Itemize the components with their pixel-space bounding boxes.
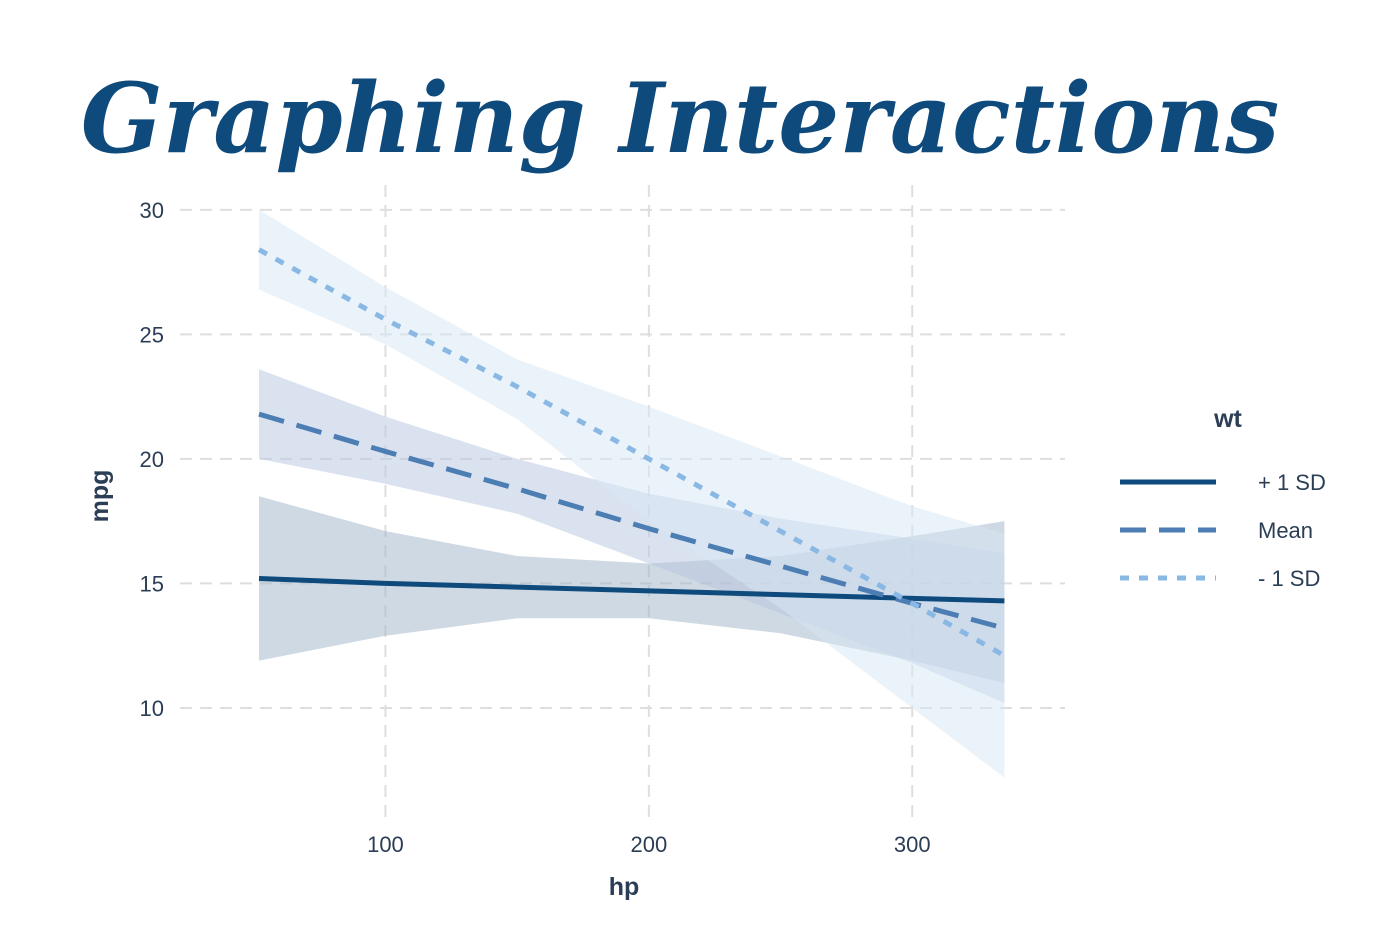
y-tick-label: 10 <box>140 696 164 721</box>
legend-items: + 1 SD Mean - 1 SD <box>1120 470 1326 591</box>
legend-label: Mean <box>1258 518 1313 543</box>
y-tick-label: 15 <box>140 571 164 596</box>
series-line-2 <box>257 247 1006 658</box>
x-tick-label: 200 <box>630 832 667 857</box>
chart-title: Graphing Interactions <box>81 62 1280 175</box>
series-line-0 <box>258 575 1005 604</box>
y-tick-label: 30 <box>140 198 164 223</box>
legend-label: - 1 SD <box>1258 566 1320 591</box>
x-axis-title: hp <box>609 873 640 901</box>
legend-title: wt <box>1213 405 1242 433</box>
y-tick-label: 20 <box>140 447 164 472</box>
x-tick-label: 100 <box>367 832 404 857</box>
y-tick-label: 25 <box>140 322 164 347</box>
legend-label: + 1 SD <box>1258 470 1326 495</box>
axis-ticks: 100 200 300 10 15 20 25 30 <box>140 198 931 857</box>
y-axis-title: mpg <box>86 470 114 523</box>
legend: wt + 1 SD Mean - 1 SD <box>1120 405 1326 591</box>
x-tick-label: 300 <box>894 832 931 857</box>
series-lines <box>257 247 1006 658</box>
